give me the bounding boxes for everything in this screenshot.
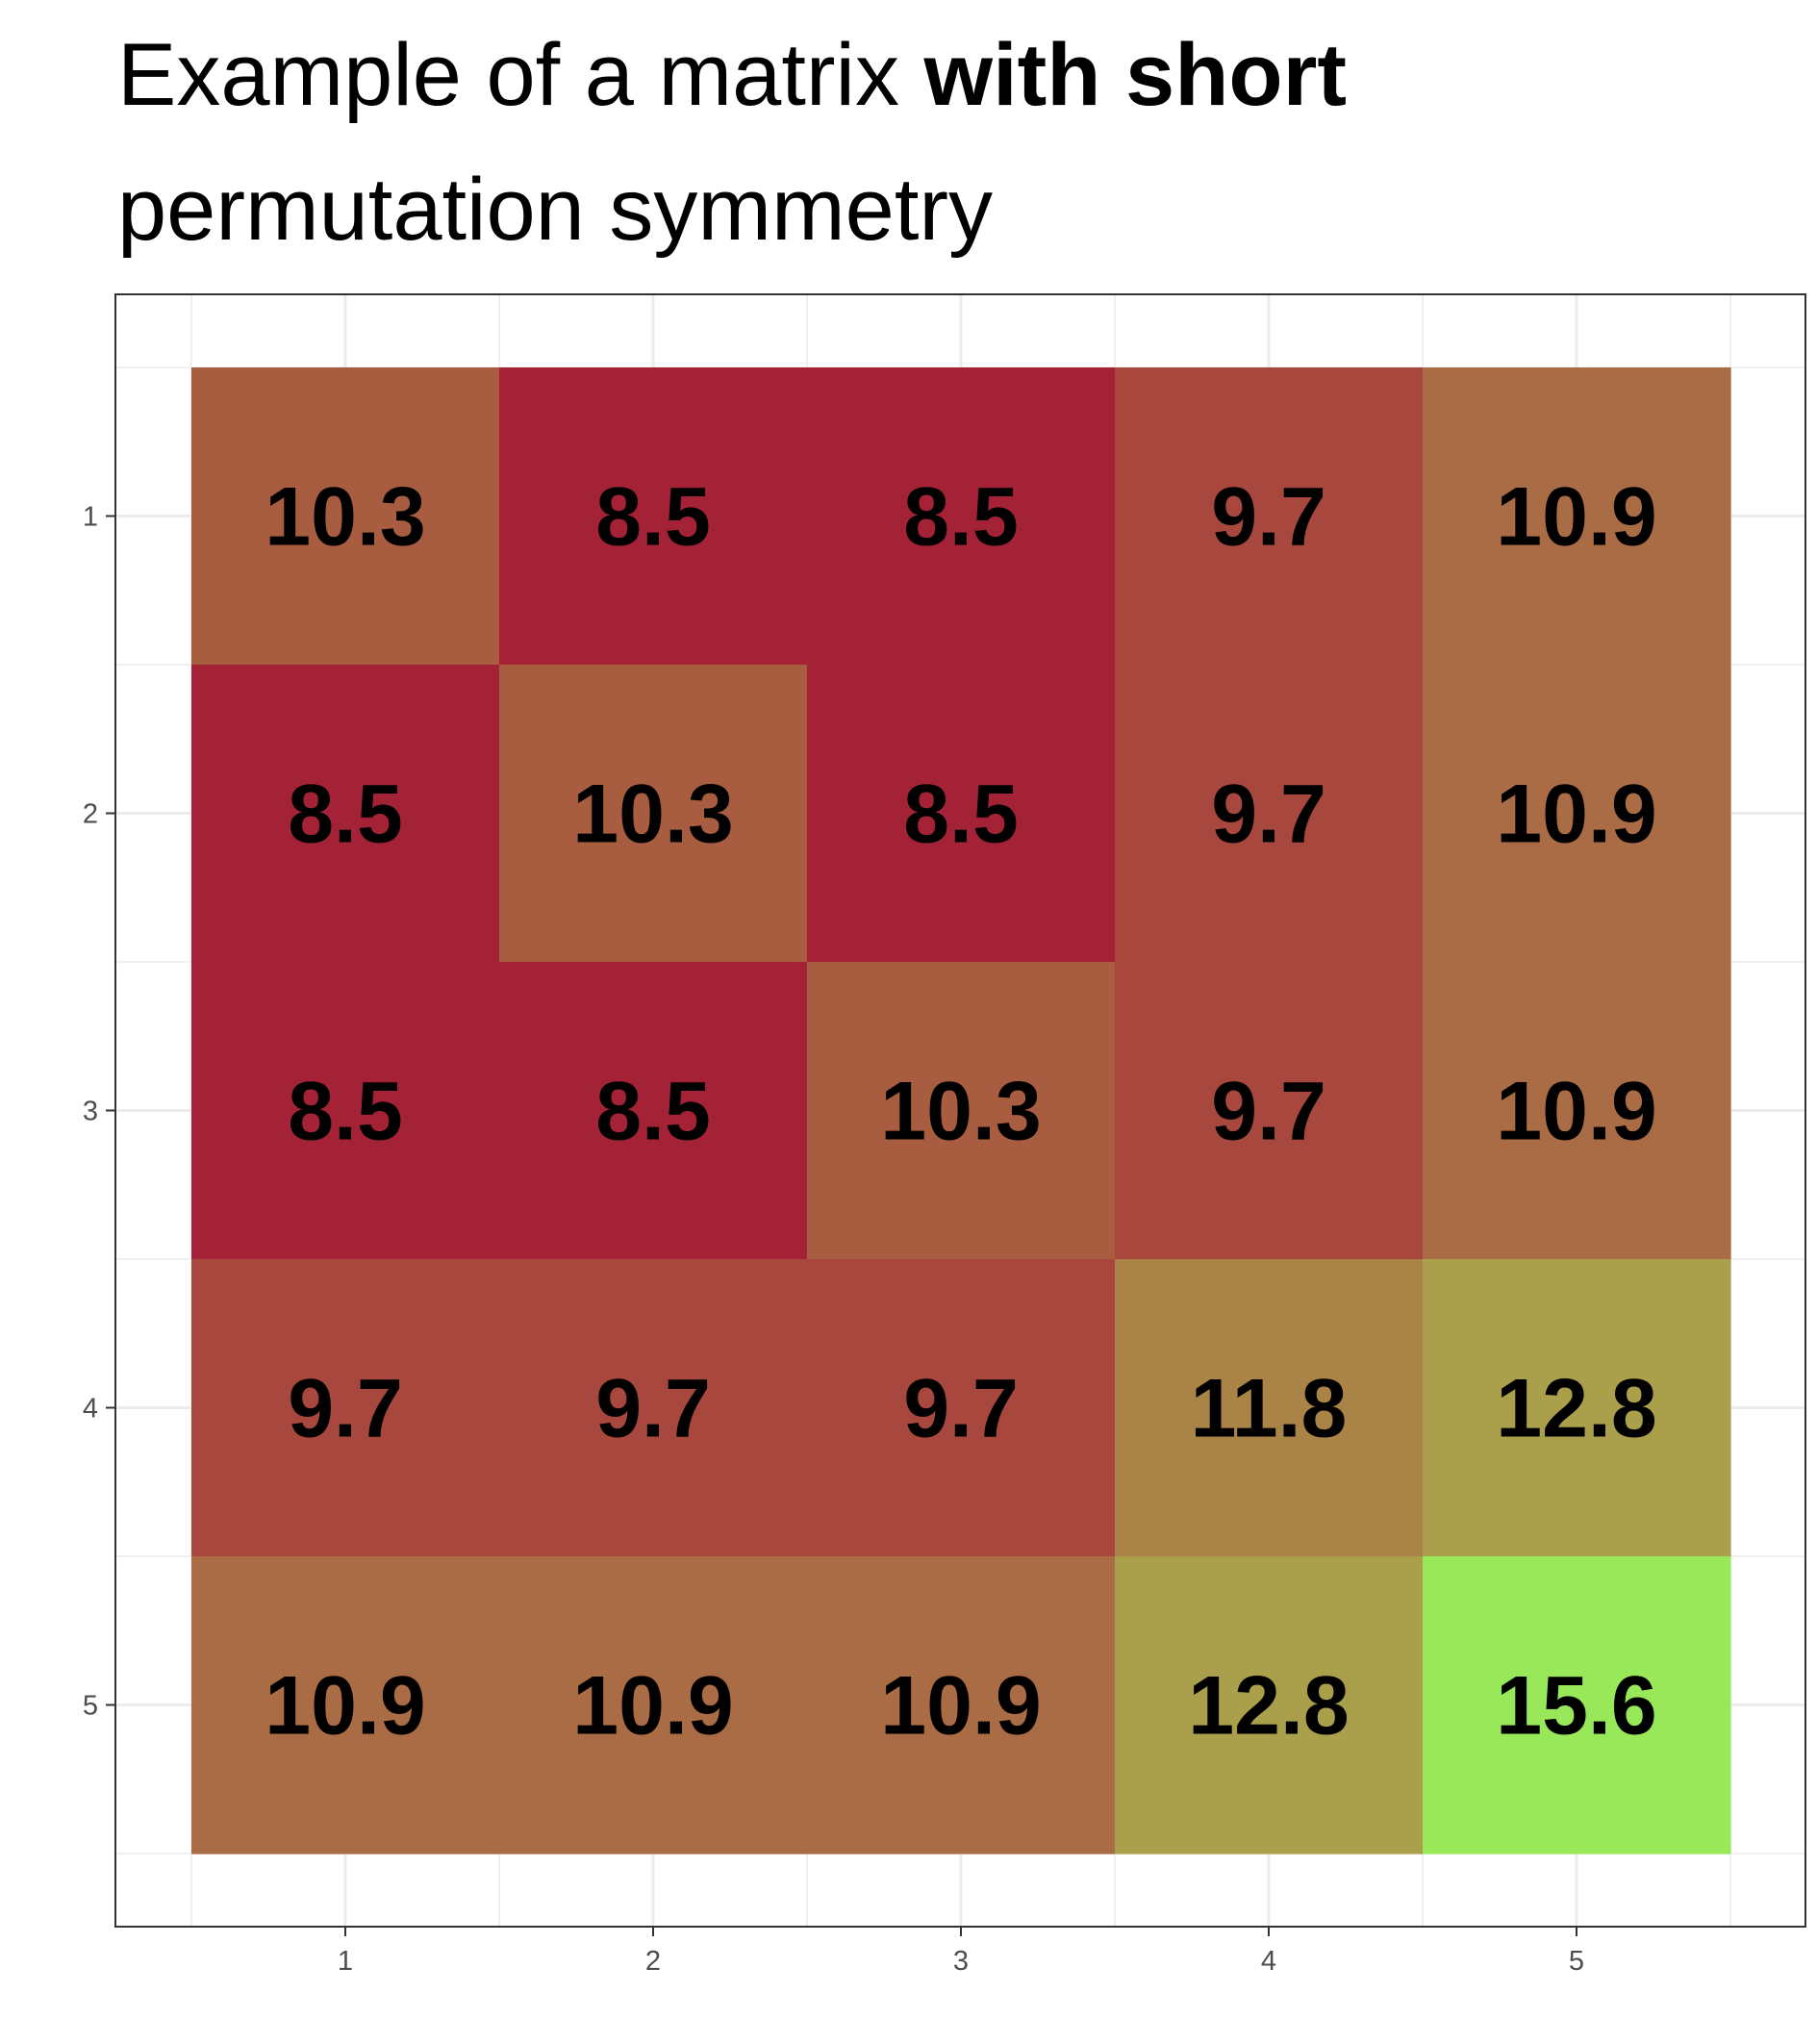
heatmap-cell [191, 1259, 500, 1557]
title-part-2-bold: with short [923, 26, 1348, 124]
x-tick-label: 4 [1261, 1946, 1276, 1977]
cell-value-label: 8.5 [595, 1066, 711, 1158]
cell-value-label: 10.3 [572, 769, 733, 861]
cell-value-label: 9.7 [903, 1363, 1019, 1455]
x-tick-label: 2 [645, 1946, 661, 1977]
heatmap-cell [807, 1556, 1116, 1855]
cell-value-label: 11.8 [1191, 1363, 1348, 1455]
heatmap-cell [1423, 962, 1731, 1260]
cell-value-label: 10.9 [1496, 1066, 1656, 1158]
heatmap-cell [191, 367, 500, 666]
chart-title: Example of a matrix with short permutatio… [117, 8, 1347, 277]
cell-value-label: 8.5 [903, 471, 1019, 564]
y-tick-label: 4 [83, 1394, 98, 1425]
cell-value-label: 10.3 [265, 471, 425, 564]
title-line-2: permutation symmetry [117, 161, 994, 259]
x-tick-label: 5 [1569, 1946, 1584, 1977]
cell-value-label: 12.8 [1496, 1363, 1656, 1455]
heatmap-cell [1423, 665, 1731, 963]
cell-value-label: 9.7 [288, 1363, 403, 1455]
x-tick-label: 3 [953, 1946, 969, 1977]
cell-labels: 10.3 8.5 8.5 9.7 10.9 8.5 10.3 8.5 9.7 10.9 8.5 8.5… [265, 471, 1656, 1753]
cell-value-label: 8.5 [595, 471, 711, 564]
heatmap-cell [499, 1556, 808, 1855]
heatmap-cell [1115, 367, 1424, 666]
cell-value-label: 9.7 [595, 1363, 711, 1455]
heatmap-cell [1115, 1556, 1424, 1855]
cell-value-label: 8.5 [903, 769, 1019, 861]
heatmap-cell [1115, 962, 1424, 1260]
heatmap-cell [191, 665, 500, 963]
title-part-1: Example of a matrix [117, 26, 924, 124]
heatmap-cell [1115, 1259, 1424, 1557]
cell-value-label: 8.5 [288, 1066, 403, 1158]
heatmap-cell [807, 665, 1116, 963]
heatmap-cell [1423, 1556, 1731, 1855]
heatmap-cells [191, 367, 1731, 1855]
heatmap-cell [807, 367, 1116, 666]
cell-value-label: 9.7 [1211, 471, 1326, 564]
heatmap-cell [191, 1556, 500, 1855]
heatmap-cell [1423, 367, 1731, 666]
heatmap-cell [807, 962, 1116, 1260]
heatmap-cell [807, 1259, 1116, 1557]
cell-value-label: 15.6 [1496, 1660, 1656, 1753]
cell-value-label: 10.9 [1496, 471, 1656, 564]
heatmap-cell [1423, 1259, 1731, 1557]
heatmap-cell [499, 367, 808, 666]
axis-ticks: 1 2 3 4 5 1 2 3 4 5 [83, 502, 1584, 1978]
x-tick-label: 1 [338, 1946, 353, 1977]
heatmap-cell [1115, 665, 1424, 963]
heatmap-cell [499, 962, 808, 1260]
y-tick-label: 1 [83, 502, 98, 533]
cell-value-label: 10.3 [880, 1066, 1041, 1158]
cell-value-label: 9.7 [1211, 1066, 1326, 1158]
cell-value-label: 10.9 [265, 1660, 425, 1753]
heatmap-cell [191, 962, 500, 1260]
cell-value-label: 10.9 [572, 1660, 733, 1753]
heatmap-cell [499, 1259, 808, 1557]
cell-value-label: 12.8 [1188, 1660, 1349, 1753]
cell-value-label: 10.9 [880, 1660, 1041, 1753]
cell-value-label: 10.9 [1496, 769, 1656, 861]
heatmap-cell [499, 665, 808, 963]
y-tick-label: 3 [83, 1097, 98, 1127]
y-tick-label: 5 [83, 1691, 98, 1722]
cell-value-label: 9.7 [1211, 769, 1326, 861]
cell-value-label: 8.5 [288, 769, 403, 861]
y-tick-label: 2 [83, 799, 98, 830]
